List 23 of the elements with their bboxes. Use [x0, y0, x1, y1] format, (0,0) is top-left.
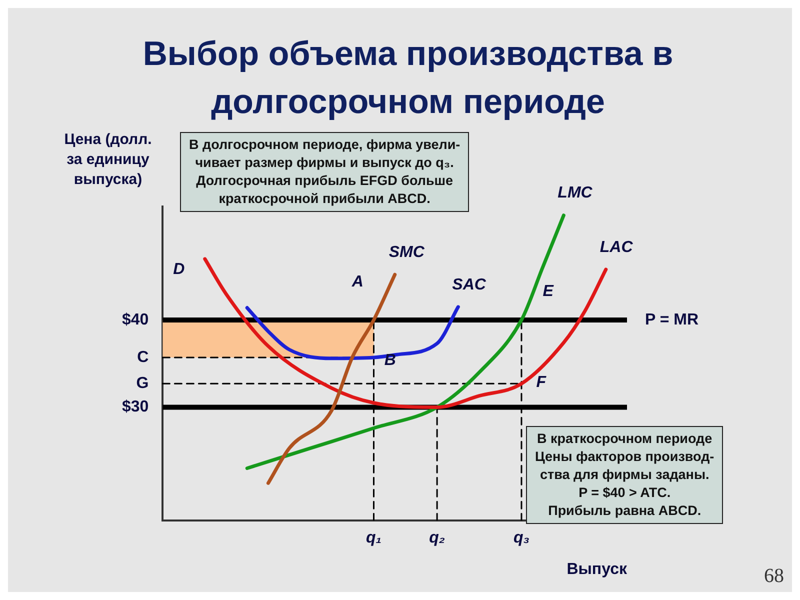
annotation: В краткосрочном периоде Цены факторов производ- ства для фирмы заданы. P = $40 > ATC. Прибыль равна ABCD. [526, 426, 724, 524]
annotation: A [350, 273, 364, 290]
annotation: B [384, 352, 396, 369]
y-tick-label: G [136, 375, 149, 392]
y-tick-label: C [137, 348, 150, 366]
annotation: В долгосрочном периоде, фирма увели- чивает размер фирмы и выпуск до q₃. Долгосрочная прибыль EFGD больше краткосрочной прибыли ABCD. [180, 132, 470, 212]
series-label: LMC [558, 184, 593, 202]
annotation: E [542, 282, 555, 300]
y-tick-label: $30 [122, 398, 149, 416]
x-axis-title: Выпуск [566, 560, 628, 578]
ref-line-label: P = MR [645, 311, 699, 328]
series-label: SMC [388, 244, 425, 262]
x-tick-label: q₃ [513, 530, 530, 547]
chart-title: Выбор объема производства в долгосрочном периоде [142, 34, 674, 123]
annotation: D [173, 260, 186, 278]
x-tick-label: q₂ [429, 530, 445, 547]
x-tick-label: q₁ [366, 530, 382, 547]
text: 68 [764, 565, 784, 588]
series-label: SAC [452, 276, 486, 294]
series-label: LAC [600, 238, 634, 256]
y-axis-title: Цена (долл. за единицу выпуска) [63, 130, 153, 190]
annotation: F [536, 374, 548, 391]
y-tick-label: $40 [122, 311, 149, 328]
